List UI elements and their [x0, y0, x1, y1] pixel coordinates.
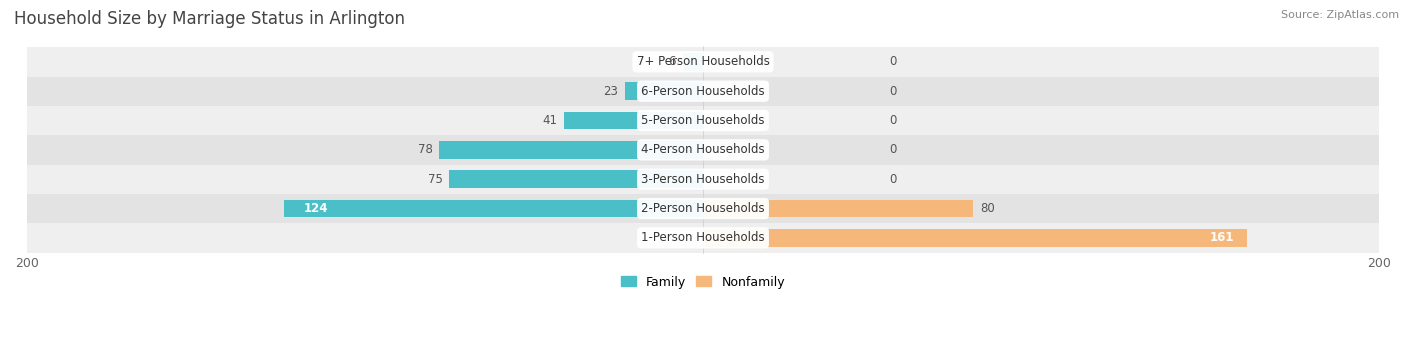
Text: 41: 41	[543, 114, 558, 127]
Text: Household Size by Marriage Status in Arlington: Household Size by Marriage Status in Arl…	[14, 10, 405, 28]
Text: 1-Person Households: 1-Person Households	[641, 232, 765, 244]
Text: 2-Person Households: 2-Person Households	[641, 202, 765, 215]
Bar	[703, 200, 973, 217]
Text: 0: 0	[889, 55, 896, 68]
Text: 23: 23	[603, 85, 619, 98]
Text: 6-Person Households: 6-Person Households	[641, 85, 765, 98]
Text: 78: 78	[418, 143, 433, 157]
Text: 161: 161	[1209, 232, 1233, 244]
Bar	[284, 200, 703, 217]
Bar	[450, 170, 703, 188]
Text: 0: 0	[889, 85, 896, 98]
Text: 3-Person Households: 3-Person Households	[641, 173, 765, 186]
Text: 124: 124	[304, 202, 329, 215]
Bar	[683, 53, 703, 71]
Bar	[27, 223, 1379, 253]
Text: Source: ZipAtlas.com: Source: ZipAtlas.com	[1281, 10, 1399, 20]
Text: 4-Person Households: 4-Person Households	[641, 143, 765, 157]
Bar	[27, 47, 1379, 76]
Text: 5-Person Households: 5-Person Households	[641, 114, 765, 127]
Bar	[626, 83, 703, 100]
Bar	[27, 135, 1379, 164]
Bar	[27, 106, 1379, 135]
Bar	[439, 141, 703, 159]
Text: 75: 75	[427, 173, 443, 186]
Text: 7+ Person Households: 7+ Person Households	[637, 55, 769, 68]
Bar	[27, 76, 1379, 106]
Text: 0: 0	[889, 114, 896, 127]
Bar	[564, 112, 703, 129]
Text: 80: 80	[980, 202, 995, 215]
Legend: Family, Nonfamily: Family, Nonfamily	[616, 271, 790, 294]
Text: 6: 6	[668, 55, 676, 68]
Bar	[27, 164, 1379, 194]
Text: 0: 0	[889, 143, 896, 157]
Bar	[27, 194, 1379, 223]
Bar	[703, 229, 1247, 247]
Text: 0: 0	[889, 173, 896, 186]
